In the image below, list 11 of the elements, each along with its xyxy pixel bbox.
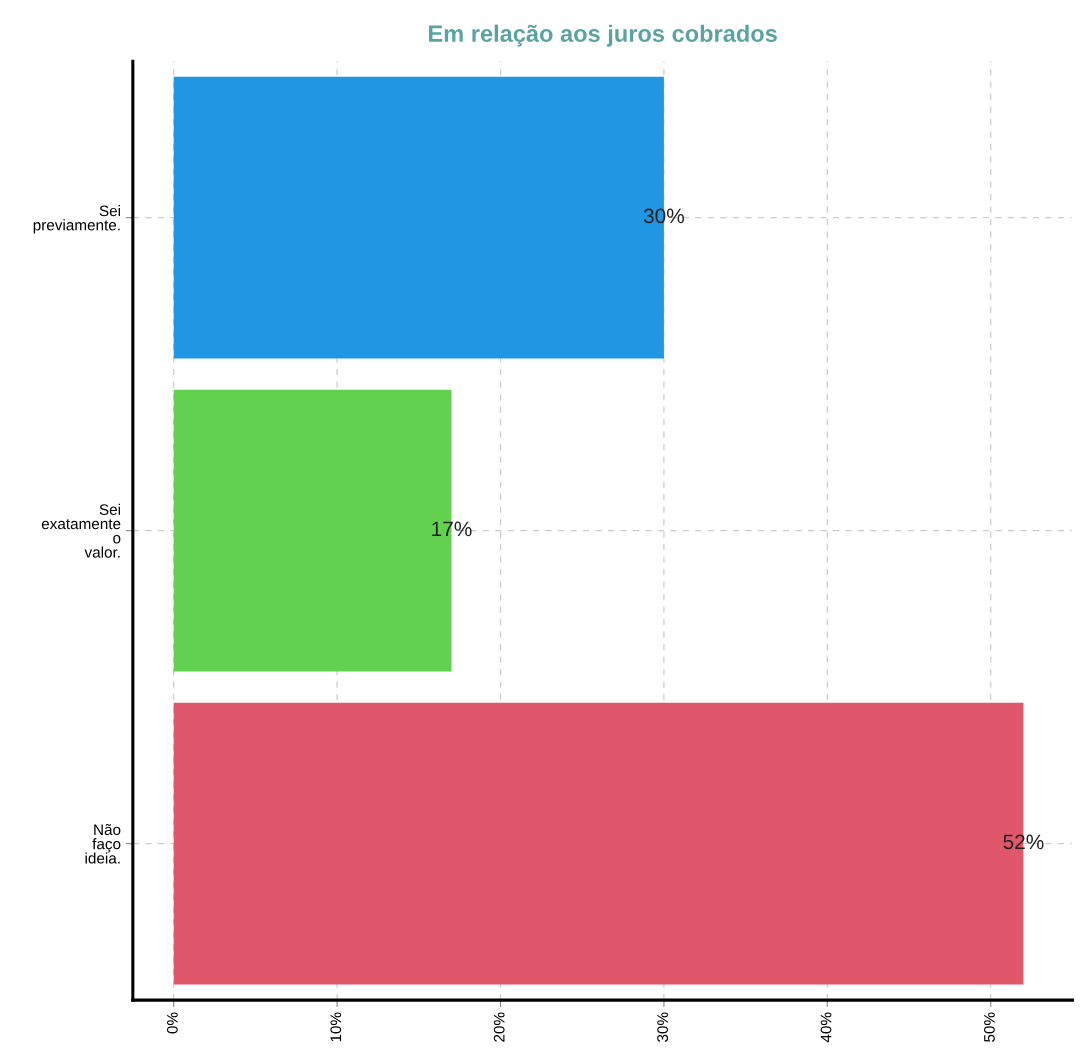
x-tick-label: 20%	[493, 1012, 505, 1042]
x-tick-label: 50%	[984, 1012, 995, 1042]
x-tick-label: 0%	[166, 1012, 178, 1034]
y-tick-label: Sei exatamente o valor.	[41, 503, 121, 558]
data-label: 52%	[1003, 834, 1044, 850]
x-tick-label: 40%	[820, 1012, 832, 1043]
x-tick-label: 30%	[657, 1012, 669, 1042]
x-tick-label: 10%	[330, 1012, 342, 1042]
chart-title: Em relação aos juros cobrados	[429, 24, 777, 47]
y-tick-label: Sei previamente.	[33, 205, 121, 234]
y-tick-label: Não faço ideia.	[85, 823, 121, 864]
